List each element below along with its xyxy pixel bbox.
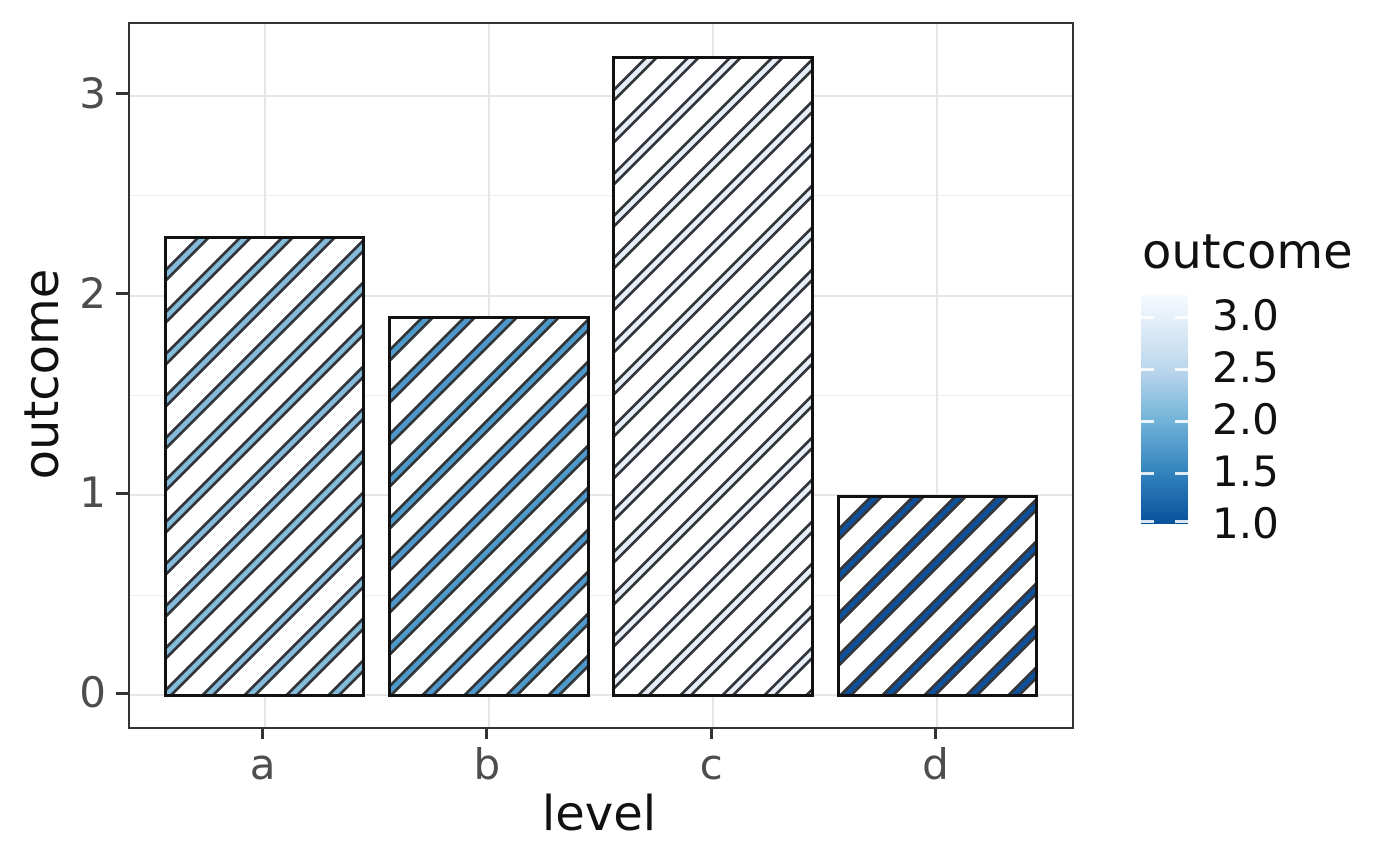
colorbar-tick-label: 2.0 [1212,394,1279,444]
bar-c [612,55,815,698]
colorbar-tick-right [1175,471,1188,475]
colorbar-tick-right [1175,315,1188,319]
x-tick [709,727,713,739]
gridline-major [130,694,1072,697]
gridline-vertical [936,24,939,727]
x-axis-title: level [541,786,657,842]
colorbar-tick-label: 2.5 [1212,342,1279,392]
gridline-minor [130,394,1072,396]
x-tick-label: c [699,740,723,789]
gridline-minor [130,594,1072,596]
bar-b [387,315,590,698]
colorbar-tick-label: 1.0 [1212,499,1279,548]
x-tick [933,727,937,739]
colorbar-tick-right [1175,520,1188,523]
x-tick-label: a [249,740,276,789]
y-tick-label: 3 [79,68,106,118]
y-tick [116,92,128,96]
y-axis-title: outcome [14,268,70,480]
y-tick-label: 0 [79,668,106,718]
colorbar-tick-left [1141,520,1154,523]
gridline-major [130,494,1072,497]
y-tick-label: 2 [79,268,106,318]
legend-title: outcome [1142,224,1353,280]
bar-a [163,235,366,698]
x-tick [485,727,489,739]
bar-d [836,495,1039,698]
plot-panel [128,22,1074,729]
y-tick [116,292,128,296]
colorbar-tick-right [1175,367,1188,371]
gridline-minor [130,195,1072,197]
x-tick [261,727,265,739]
colorbar-tick-left [1141,471,1154,475]
colorbar-tick-right [1175,419,1188,423]
x-tick-label: d [922,740,949,789]
colorbar-tick-left [1141,419,1154,423]
gridline-major [130,94,1072,97]
colorbar-tick-left [1141,367,1154,371]
colorbar-tick-label: 1.5 [1212,446,1279,496]
y-tick [116,491,128,495]
x-tick-label: b [473,740,501,789]
gridline-major [130,294,1072,297]
colorbar-tick-left [1141,315,1154,319]
y-tick-label: 1 [79,468,106,518]
y-tick [116,691,128,695]
legend-colorbar [1141,295,1188,524]
colorbar-tick-label: 3.0 [1212,290,1279,340]
